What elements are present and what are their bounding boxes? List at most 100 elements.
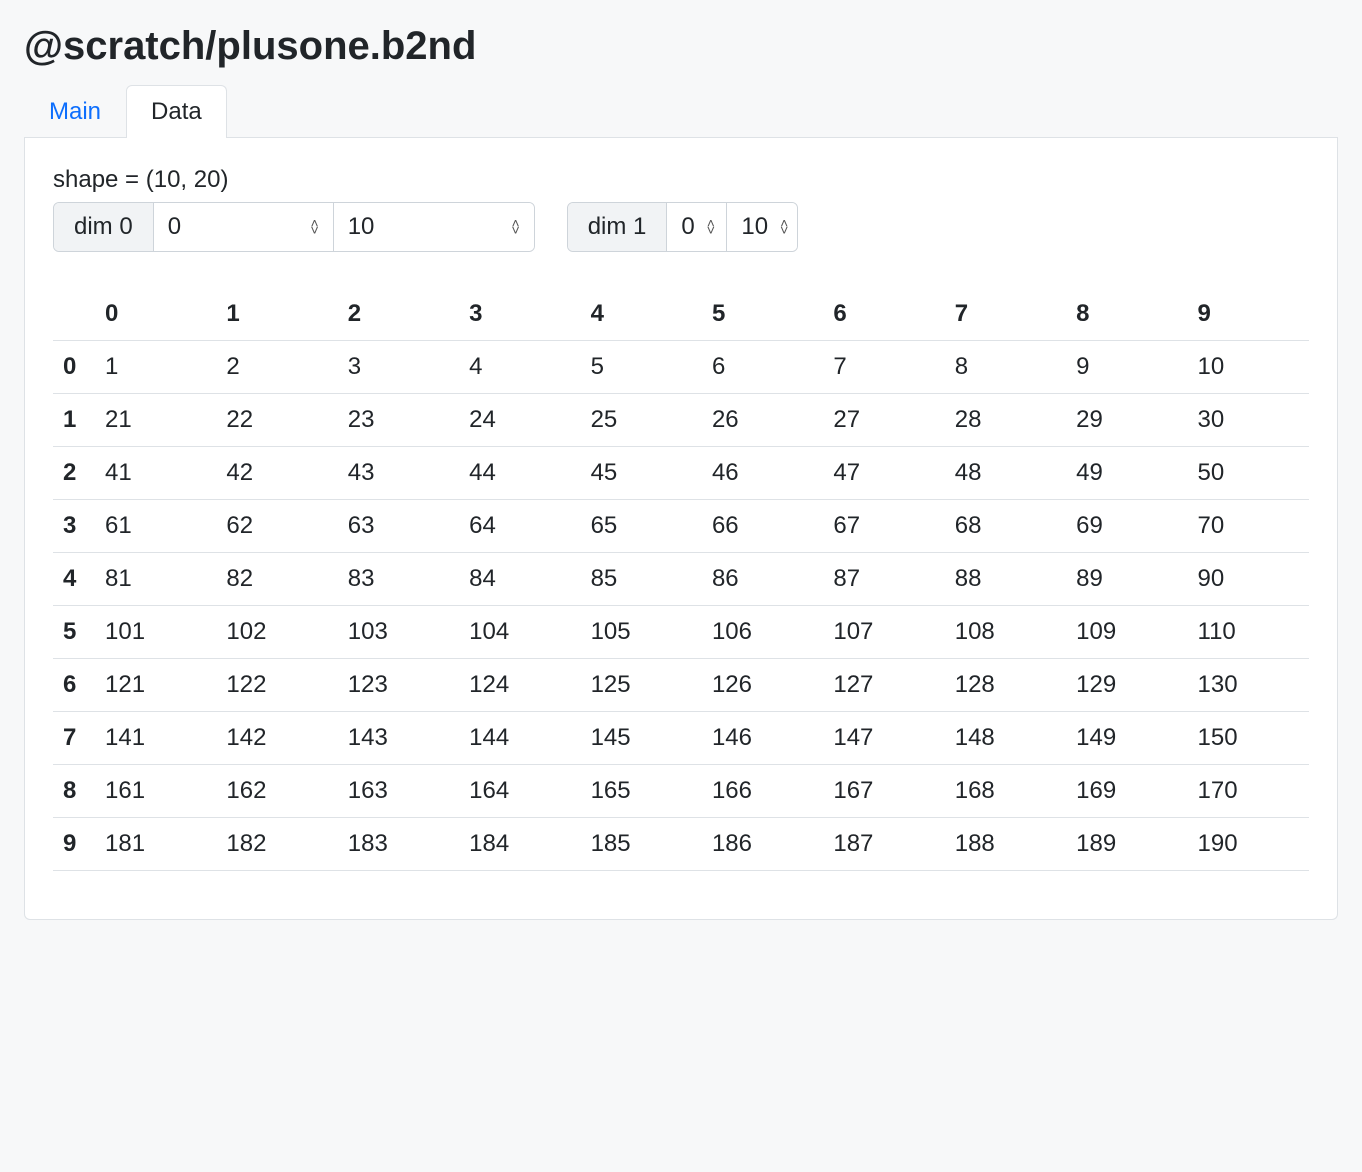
table-row: 012345678910	[53, 341, 1309, 394]
table-cell: 148	[945, 712, 1066, 765]
col-header: 7	[945, 288, 1066, 341]
table-cell: 141	[95, 712, 216, 765]
table-cell: 142	[216, 712, 337, 765]
table-cell: 45	[581, 447, 702, 500]
table-cell: 22	[216, 394, 337, 447]
table-cell: 183	[338, 818, 459, 871]
row-header: 2	[53, 447, 95, 500]
table-cell: 10	[1188, 341, 1309, 394]
tabs-bar: MainData	[24, 85, 1338, 138]
table-cell: 102	[216, 606, 337, 659]
table-cell: 164	[459, 765, 580, 818]
row-header: 8	[53, 765, 95, 818]
col-header: 8	[1066, 288, 1187, 341]
tab-data[interactable]: Data	[126, 85, 227, 138]
table-row: 121222324252627282930	[53, 394, 1309, 447]
dim-label: dim 0	[54, 203, 154, 251]
table-cell: 50	[1188, 447, 1309, 500]
col-header: 4	[581, 288, 702, 341]
dim-stop-value: 10	[741, 213, 780, 241]
row-header: 6	[53, 659, 95, 712]
tab-main[interactable]: Main	[24, 85, 126, 138]
table-cell: 6	[702, 341, 823, 394]
table-cell: 43	[338, 447, 459, 500]
table-cell: 82	[216, 553, 337, 606]
table-cell: 186	[702, 818, 823, 871]
dim-start-input[interactable]: 0˄˅	[154, 203, 334, 251]
table-cell: 68	[945, 500, 1066, 553]
table-cell: 62	[216, 500, 337, 553]
table-cell: 101	[95, 606, 216, 659]
row-header: 4	[53, 553, 95, 606]
table-cell: 8	[945, 341, 1066, 394]
table-cell: 127	[823, 659, 944, 712]
table-cell: 190	[1188, 818, 1309, 871]
table-cell: 121	[95, 659, 216, 712]
table-cell: 48	[945, 447, 1066, 500]
table-cell: 30	[1188, 394, 1309, 447]
dim-stop-input[interactable]: 10˄˅	[727, 203, 797, 251]
col-header: 1	[216, 288, 337, 341]
table-cell: 87	[823, 553, 944, 606]
stepper-icon[interactable]: ˄˅	[311, 220, 319, 234]
table-cell: 146	[702, 712, 823, 765]
table-cell: 46	[702, 447, 823, 500]
table-cell: 61	[95, 500, 216, 553]
table-row: 361626364656667686970	[53, 500, 1309, 553]
dim-stop-input[interactable]: 10 ˄˅	[334, 203, 534, 251]
table-cell: 42	[216, 447, 337, 500]
table-row: 241424344454647484950	[53, 447, 1309, 500]
table-cell: 3	[338, 341, 459, 394]
table-cell: 147	[823, 712, 944, 765]
table-corner	[53, 288, 95, 341]
table-cell: 181	[95, 818, 216, 871]
table-cell: 81	[95, 553, 216, 606]
table-cell: 63	[338, 500, 459, 553]
table-cell: 163	[338, 765, 459, 818]
table-row: 481828384858687888990	[53, 553, 1309, 606]
table-cell: 23	[338, 394, 459, 447]
dim-start-value: 0	[681, 213, 706, 241]
table-cell: 106	[702, 606, 823, 659]
col-header: 6	[823, 288, 944, 341]
table-cell: 47	[823, 447, 944, 500]
table-row: 5101102103104105106107108109110	[53, 606, 1309, 659]
table-cell: 41	[95, 447, 216, 500]
dim-group-0: dim 00˄˅ 10 ˄˅	[53, 202, 535, 252]
table-cell: 128	[945, 659, 1066, 712]
table-cell: 5	[581, 341, 702, 394]
stepper-icon[interactable]: ˄˅	[707, 220, 715, 234]
dim-stop-value: 10	[348, 213, 387, 241]
dim-start-input[interactable]: 0˄˅	[667, 203, 727, 251]
table-cell: 105	[581, 606, 702, 659]
table-cell: 189	[1066, 818, 1187, 871]
table-cell: 185	[581, 818, 702, 871]
table-cell: 162	[216, 765, 337, 818]
dim-label: dim 1	[568, 203, 668, 251]
stepper-icon[interactable]: ˄˅	[512, 220, 520, 234]
stepper-icon[interactable]: ˄˅	[780, 220, 788, 234]
col-header: 2	[338, 288, 459, 341]
table-cell: 165	[581, 765, 702, 818]
table-cell: 86	[702, 553, 823, 606]
table-cell: 149	[1066, 712, 1187, 765]
table-cell: 65	[581, 500, 702, 553]
table-cell: 169	[1066, 765, 1187, 818]
table-cell: 126	[702, 659, 823, 712]
dim-controls: dim 00˄˅10˄˅dim 10˄˅10˄˅	[53, 202, 1309, 252]
col-header: 3	[459, 288, 580, 341]
col-header: 5	[702, 288, 823, 341]
table-cell: 161	[95, 765, 216, 818]
table-cell: 69	[1066, 500, 1187, 553]
table-cell: 130	[1188, 659, 1309, 712]
table-cell: 110	[1188, 606, 1309, 659]
row-header: 7	[53, 712, 95, 765]
table-cell: 108	[945, 606, 1066, 659]
table-cell: 90	[1188, 553, 1309, 606]
table-row: 6121122123124125126127128129130	[53, 659, 1309, 712]
table-cell: 44	[459, 447, 580, 500]
table-row: 7141142143144145146147148149150	[53, 712, 1309, 765]
table-cell: 4	[459, 341, 580, 394]
table-cell: 168	[945, 765, 1066, 818]
table-cell: 124	[459, 659, 580, 712]
